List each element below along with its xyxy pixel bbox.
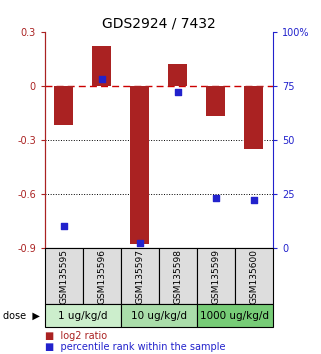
Point <box>99 76 104 82</box>
Bar <box>45 304 121 327</box>
Text: GSM135596: GSM135596 <box>97 249 107 304</box>
Text: dose  ▶: dose ▶ <box>3 311 40 321</box>
Text: 1 ug/kg/d: 1 ug/kg/d <box>58 311 108 321</box>
Bar <box>159 248 197 304</box>
Text: 1000 ug/kg/d: 1000 ug/kg/d <box>200 311 269 321</box>
Text: GSM135600: GSM135600 <box>249 249 258 304</box>
Bar <box>83 248 121 304</box>
Bar <box>121 304 197 327</box>
Bar <box>206 86 225 116</box>
Text: GSM135597: GSM135597 <box>135 249 144 304</box>
Bar <box>197 248 235 304</box>
Title: GDS2924 / 7432: GDS2924 / 7432 <box>102 17 216 31</box>
Point <box>61 223 66 229</box>
Text: ■  log2 ratio: ■ log2 ratio <box>45 331 107 341</box>
Text: GSM135595: GSM135595 <box>59 249 68 304</box>
Text: GSM135599: GSM135599 <box>211 249 221 304</box>
Bar <box>197 304 273 327</box>
Text: 10 ug/kg/d: 10 ug/kg/d <box>131 311 187 321</box>
Bar <box>92 46 111 86</box>
Point <box>213 195 218 201</box>
Bar <box>169 64 187 86</box>
Bar <box>45 248 83 304</box>
Bar <box>55 86 74 125</box>
Bar <box>244 86 263 149</box>
Point <box>137 241 143 246</box>
Bar <box>130 86 149 244</box>
Point <box>251 198 256 203</box>
Bar <box>235 248 273 304</box>
Text: ■  percentile rank within the sample: ■ percentile rank within the sample <box>45 342 225 352</box>
Point <box>175 90 180 95</box>
Bar <box>121 248 159 304</box>
Text: GSM135598: GSM135598 <box>173 249 182 304</box>
